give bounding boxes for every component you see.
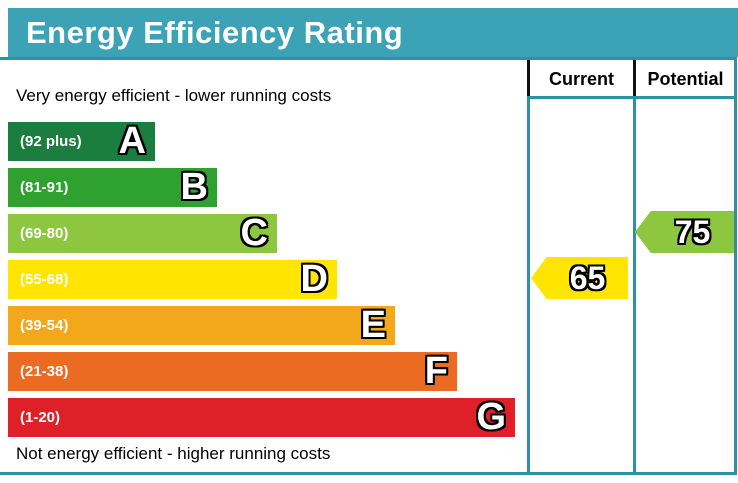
band-letter: A [118, 120, 146, 162]
potential-column-divider [633, 57, 636, 475]
current-rating-value: 65 [569, 259, 606, 296]
band-range-label: (21-38) [20, 363, 69, 380]
band-bar-G: (1-20) G [8, 398, 515, 437]
band-bar-E: (39-54) E [8, 306, 395, 345]
potential-header-left-border [633, 60, 636, 97]
band-bar-F: (21-38) F [8, 352, 457, 391]
band-letter: D [300, 258, 328, 300]
top-note: Very energy efficient - lower running co… [16, 86, 332, 105]
band-letter: B [180, 166, 208, 208]
current-column-header: Current [548, 69, 614, 89]
band-letter: E [360, 304, 386, 346]
band-range-label: (92 plus) [20, 133, 82, 150]
band-range-label: (81-91) [20, 179, 69, 196]
band-letter: C [240, 212, 268, 254]
band-letter: G [476, 396, 506, 438]
band-bar-B: (81-91) B [8, 168, 217, 207]
current-header-left-border [527, 60, 530, 97]
potential-column-header: Potential [647, 69, 724, 89]
potential-rating-value: 75 [674, 213, 711, 250]
band-bar-D: (55-68) D [8, 260, 337, 299]
band-range-label: (1-20) [20, 409, 61, 426]
potential-rating-arrow: 75 [635, 211, 734, 253]
band-letter: F [424, 350, 448, 392]
chart-title: Energy Efficiency Rating [26, 14, 404, 50]
band-bar-C: (69-80) C [8, 214, 277, 253]
chart-border-box [0, 57, 737, 475]
band-bar-A: (92 plus) A [8, 122, 155, 161]
column-header-underline [527, 96, 737, 99]
band-range-label: (55-68) [20, 271, 69, 288]
bottom-note: Not energy efficient - higher running co… [16, 444, 331, 463]
chart-title-bar: Energy Efficiency Rating [8, 8, 738, 57]
bands: (92 plus) A (81-91) B (69-80) C (55-68) D (39-54… [8, 122, 515, 444]
band-range-label: (69-80) [20, 225, 69, 242]
band-range-label: (39-54) [20, 317, 69, 334]
current-column-divider [527, 57, 530, 475]
current-rating-arrow: 65 [531, 257, 628, 299]
